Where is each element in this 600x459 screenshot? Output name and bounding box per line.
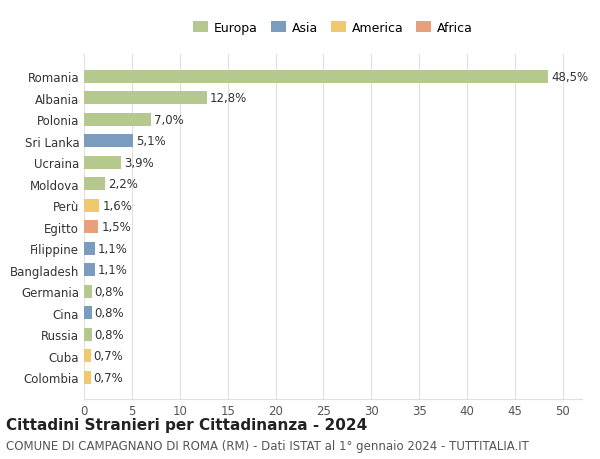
Text: 0,7%: 0,7% [94,349,124,362]
Text: 48,5%: 48,5% [551,71,589,84]
Bar [84,71,548,84]
Text: 0,8%: 0,8% [95,328,124,341]
Text: 1,6%: 1,6% [102,199,132,212]
Text: Cittadini Stranieri per Cittadinanza - 2024: Cittadini Stranieri per Cittadinanza - 2… [6,417,367,432]
Bar [84,349,91,362]
Text: 3,9%: 3,9% [124,157,154,169]
Text: COMUNE DI CAMPAGNANO DI ROMA (RM) - Dati ISTAT al 1° gennaio 2024 - TUTTITALIA.I: COMUNE DI CAMPAGNANO DI ROMA (RM) - Dati… [6,439,529,452]
Text: 1,1%: 1,1% [97,242,127,255]
Bar [84,199,100,212]
Text: 0,7%: 0,7% [94,371,124,384]
Bar [84,221,98,234]
Bar [84,92,206,105]
Text: 7,0%: 7,0% [154,113,184,127]
Text: 1,1%: 1,1% [97,263,127,277]
Text: 0,8%: 0,8% [95,285,124,298]
Bar [84,328,92,341]
Bar [84,285,92,298]
Bar [84,263,95,276]
Bar [84,178,105,191]
Bar [84,113,151,127]
Text: 0,8%: 0,8% [95,307,124,319]
Text: 1,5%: 1,5% [101,221,131,234]
Bar [84,135,133,148]
Bar [84,307,92,319]
Bar [84,371,91,384]
Bar [84,157,121,169]
Text: 2,2%: 2,2% [108,178,138,191]
Text: 12,8%: 12,8% [209,92,247,105]
Bar [84,242,95,255]
Text: 5,1%: 5,1% [136,135,166,148]
Legend: Europa, Asia, America, Africa: Europa, Asia, America, Africa [188,17,478,39]
